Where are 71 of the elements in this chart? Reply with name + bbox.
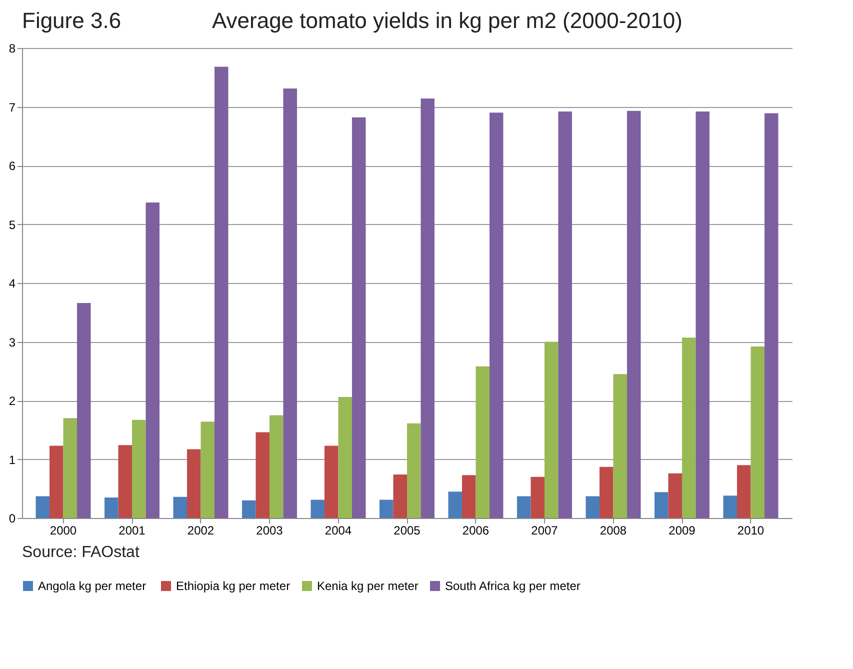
bar xyxy=(173,496,187,518)
bar xyxy=(544,342,558,518)
bar xyxy=(750,346,764,518)
x-tick-label: 2007 xyxy=(531,524,558,538)
y-tick-label: 2 xyxy=(8,394,16,408)
bar xyxy=(627,110,641,518)
x-tick-label: 2008 xyxy=(600,524,627,538)
bar xyxy=(36,496,50,518)
x-tick-label: 2005 xyxy=(394,524,421,538)
bar xyxy=(324,446,338,518)
y-tick-label: 5 xyxy=(8,218,16,232)
bar xyxy=(352,117,366,518)
bar xyxy=(146,202,160,518)
x-tick-label: 2003 xyxy=(256,524,284,538)
bar xyxy=(380,500,394,518)
legend-label: Angola kg per meter xyxy=(38,579,146,593)
bar xyxy=(654,492,668,518)
bar xyxy=(407,423,421,518)
bar xyxy=(200,422,214,518)
bar xyxy=(420,98,434,518)
bar xyxy=(187,449,201,518)
bar xyxy=(242,500,256,518)
bar xyxy=(132,420,146,518)
bar xyxy=(586,496,600,518)
bar xyxy=(104,497,118,518)
bar xyxy=(256,432,270,518)
y-tick-label: 3 xyxy=(8,335,16,350)
source-note: Source: FAOstat xyxy=(22,544,140,561)
legend-label: South Africa kg per meter xyxy=(445,579,580,593)
x-tick-label: 2006 xyxy=(462,524,490,538)
y-tick-label: 1 xyxy=(8,452,16,467)
bar xyxy=(448,492,462,518)
y-tick-label: 0 xyxy=(8,512,16,526)
x-tick-label: 2010 xyxy=(737,524,764,538)
bar xyxy=(462,475,476,518)
bar xyxy=(613,374,627,518)
bar xyxy=(338,396,352,518)
legend-label: Ethiopia kg per meter xyxy=(176,579,290,593)
bar xyxy=(476,366,490,518)
bar xyxy=(530,476,544,518)
bar xyxy=(764,113,778,518)
x-tick-label: 2000 xyxy=(50,524,77,538)
bar xyxy=(214,66,228,518)
bar xyxy=(737,465,751,518)
bar xyxy=(600,466,614,518)
bar xyxy=(558,111,572,518)
bar xyxy=(696,111,710,518)
bar xyxy=(50,446,64,518)
bar xyxy=(490,112,504,518)
bar xyxy=(682,338,696,518)
x-tick-label: 2009 xyxy=(668,524,696,538)
legend-label: Kenia kg per meter xyxy=(317,579,418,593)
y-tick-label: 4 xyxy=(8,276,16,290)
y-tick-label: 6 xyxy=(8,159,16,173)
x-tick-label: 2001 xyxy=(118,524,146,538)
x-tick-label: 2004 xyxy=(324,524,352,538)
caption: Figure 3.6 xyxy=(22,8,122,33)
bar xyxy=(118,445,132,518)
chart-title: Average tomato yields in kg per m2 (2000-2010) xyxy=(212,8,682,33)
bar xyxy=(723,496,737,518)
bar xyxy=(77,302,91,518)
y-tick-label: 7 xyxy=(8,100,16,114)
bar xyxy=(668,473,682,518)
bar xyxy=(310,500,324,518)
bar xyxy=(393,474,407,518)
bar xyxy=(270,415,284,518)
bar xyxy=(517,496,531,518)
bar xyxy=(63,418,77,518)
bar xyxy=(283,88,297,518)
y-tick-label: 8 xyxy=(8,42,16,56)
x-tick-label: 2002 xyxy=(187,524,214,538)
